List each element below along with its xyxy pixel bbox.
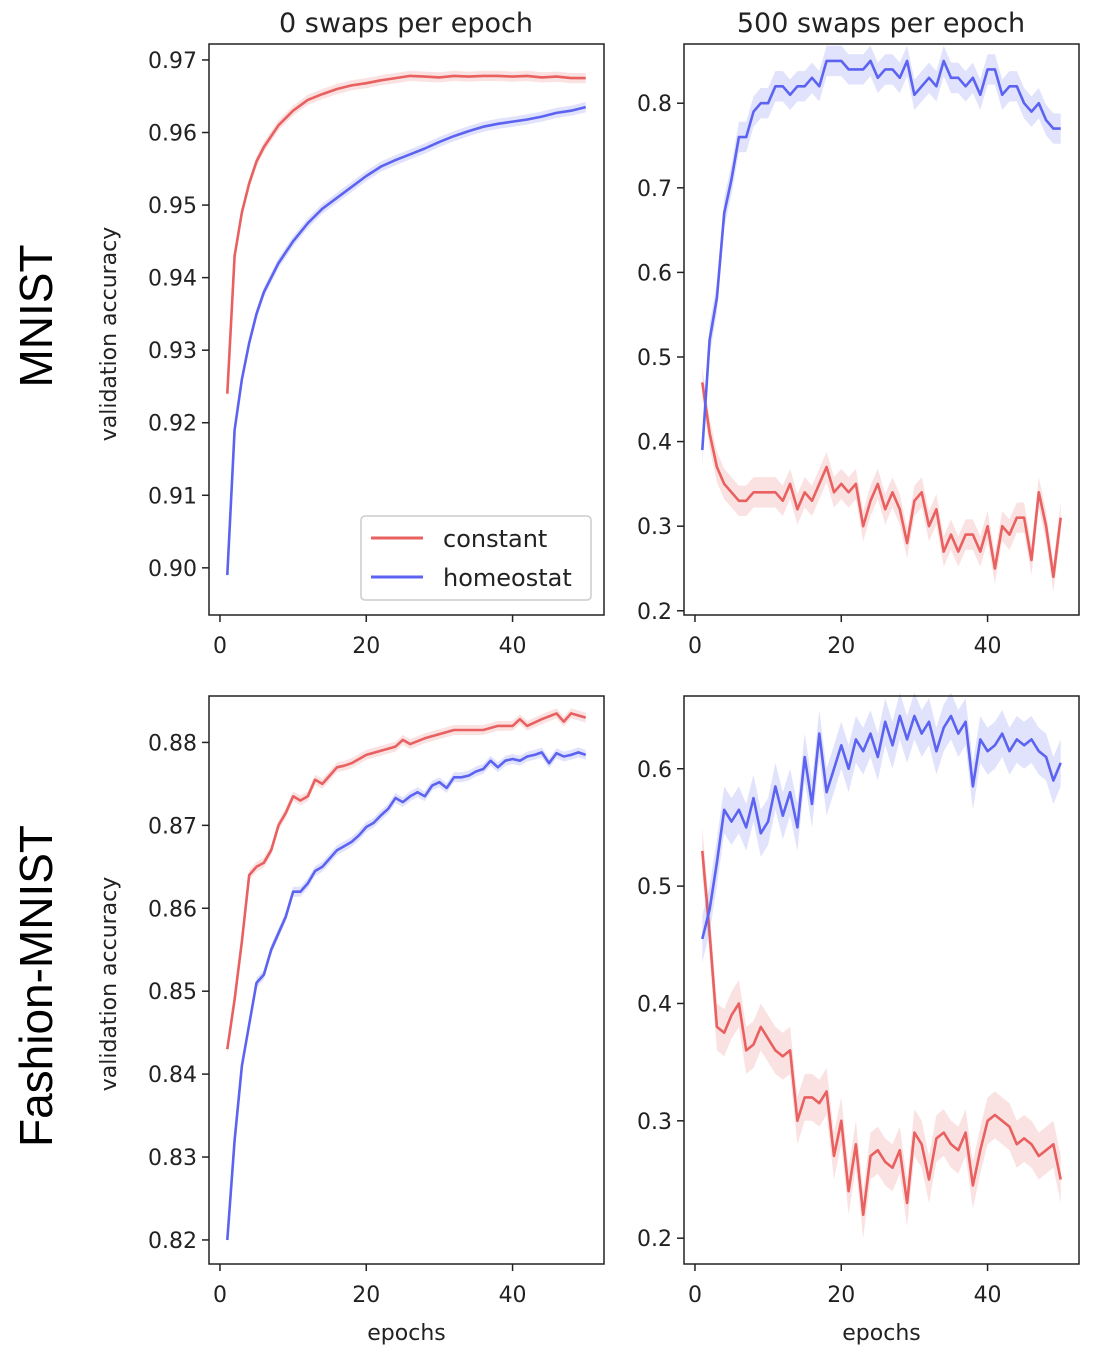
legend-label-constant: constant: [443, 525, 547, 553]
axes-frame: [683, 43, 1080, 616]
y-tick-label: 0.5: [637, 346, 672, 371]
axes-frame: [208, 695, 605, 1265]
y-tick-label: 0.97: [148, 49, 197, 74]
y-tick-label: 0.4: [637, 431, 672, 456]
y-tick-label: 0.84: [148, 1063, 197, 1088]
x-tick-label: 40: [499, 634, 527, 659]
y-tick-label: 0.95: [148, 194, 197, 219]
y-tick-label: 0.5: [637, 875, 672, 900]
series-line-homeostat: [226, 751, 587, 1241]
x-tick-label: 0: [213, 634, 227, 659]
x-tick-label: 0: [688, 1283, 702, 1308]
x-tick-label: 0: [213, 1283, 227, 1308]
y-tick-label: 0.96: [148, 122, 197, 147]
series-line-homeostat: [701, 714, 1062, 940]
x-tick-label: 20: [352, 1283, 380, 1308]
y-axis-label: validation accuracy: [97, 227, 122, 442]
x-tick-label: 40: [499, 1283, 527, 1308]
x-tick-label: 40: [974, 634, 1002, 659]
y-tick-label: 0.3: [637, 1110, 672, 1135]
chart-mnist-500-swaps: 0.2 0.3 0.4 0.5 0.6 0.7 0.8 0 20 40: [637, 43, 1080, 659]
axes-frame: [208, 43, 605, 616]
series-line-constant: [226, 74, 586, 394]
series-line-constant: [226, 712, 587, 1050]
y-tick-label: 0.86: [148, 897, 197, 922]
y-tick-label: 0.6: [637, 758, 672, 783]
y-tick-label: 0.94: [148, 267, 197, 292]
confidence-band-constant: [702, 827, 1061, 1239]
confidence-band-constant: [702, 367, 1061, 593]
x-axis-label: epochs: [842, 1321, 920, 1346]
y-tick-label: 0.90: [148, 557, 197, 582]
confidence-band-homeostat: [702, 692, 1061, 963]
x-tick-label: 20: [352, 634, 380, 659]
y-tick-label: 0.91: [148, 484, 197, 509]
y-tick-label: 0.6: [637, 261, 672, 286]
y-tick-label: 0.8: [637, 92, 672, 117]
x-tick-label: 20: [827, 634, 855, 659]
x-axis-label: epochs: [367, 1321, 445, 1346]
legend: constant homeostat: [360, 515, 592, 601]
axes-frame: [683, 695, 1080, 1265]
y-tick-label: 0.4: [637, 992, 672, 1017]
column-title-right: 500 swaps per epoch: [737, 8, 1025, 39]
row-label-fashion-mnist: Fashion-MNIST: [10, 825, 62, 1147]
column-title-left: 0 swaps per epoch: [279, 8, 533, 39]
series-line-constant: [701, 382, 1062, 579]
y-tick-label: 0.82: [148, 1229, 197, 1254]
y-axis-label: validation accuracy: [97, 877, 122, 1092]
series-line-constant: [701, 850, 1062, 1216]
y-tick-label: 0.85: [148, 980, 197, 1005]
chart-fashion-mnist-500-swaps: 0.2 0.3 0.4 0.5 0.6 0 20 40 epochs: [637, 692, 1080, 1346]
y-tick-label: 0.2: [637, 1227, 672, 1252]
y-tick-label: 0.2: [637, 600, 672, 625]
x-tick-label: 40: [974, 1283, 1002, 1308]
series-line-homeostat: [226, 105, 587, 576]
y-tick-label: 0.93: [148, 339, 197, 364]
legend-label-homeostat: homeostat: [443, 564, 572, 592]
series-line-homeostat: [701, 59, 1061, 451]
confidence-band-homeostat: [227, 747, 586, 1245]
y-tick-label: 0.83: [148, 1146, 197, 1171]
y-tick-label: 0.88: [148, 731, 197, 756]
chart-fashion-mnist-0-swaps: 0.82 0.83 0.84 0.85 0.86 0.87 0.88 0 20 40 validat…: [97, 695, 605, 1346]
y-tick-label: 0.92: [148, 412, 197, 437]
chart-mnist-0-swaps: 0.90 0.91 0.92 0.93 0.94 0.95 0.96 0.97 0 20 40 val…: [97, 43, 605, 659]
y-tick-label: 0.3: [637, 515, 672, 540]
confidence-band-homeostat: [227, 102, 586, 581]
row-label-mnist: MNIST: [10, 244, 62, 387]
x-tick-label: 20: [827, 1283, 855, 1308]
y-tick-label: 0.7: [637, 177, 672, 202]
y-tick-label: 0.87: [148, 814, 197, 839]
x-tick-label: 0: [688, 634, 702, 659]
